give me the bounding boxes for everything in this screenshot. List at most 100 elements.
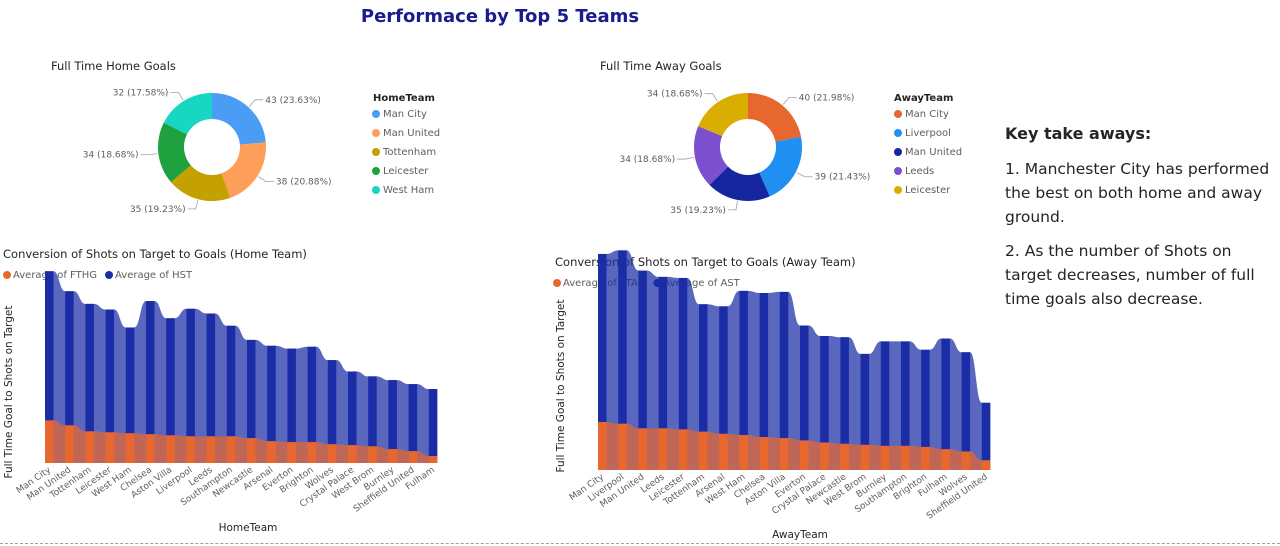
- bar-average-of-ast[interactable]: [820, 335, 829, 443]
- bar-average-of-hst[interactable]: [348, 371, 357, 446]
- bar-average-of-ast[interactable]: [779, 291, 789, 439]
- bar-average-of-hst[interactable]: [105, 309, 115, 433]
- bar-average-of-ftag[interactable]: [618, 423, 627, 470]
- bar-average-of-fthg[interactable]: [186, 436, 195, 463]
- bar-average-of-ast[interactable]: [638, 270, 647, 429]
- home-conversion-area-chart[interactable]: Conversion of Shots on Target to Goals (…: [0, 240, 470, 540]
- bar-average-of-ast[interactable]: [678, 277, 688, 430]
- bar-average-of-ftag[interactable]: [678, 429, 688, 470]
- bar-average-of-ast[interactable]: [618, 250, 627, 424]
- bar-average-of-fthg[interactable]: [206, 436, 216, 463]
- bar-average-of-hst[interactable]: [45, 271, 54, 421]
- bar-average-of-ast[interactable]: [840, 337, 849, 444]
- bar-average-of-ftag[interactable]: [779, 438, 789, 470]
- bar-average-of-ftag[interactable]: [800, 440, 809, 470]
- bar-average-of-ast[interactable]: [981, 402, 991, 461]
- bar-average-of-ftag[interactable]: [719, 433, 728, 470]
- legend-item-leicester[interactable]: Leicester: [905, 185, 951, 196]
- bar-average-of-hst[interactable]: [146, 301, 155, 435]
- area-average-of-fthg[interactable]: [45, 420, 438, 463]
- bar-average-of-ast[interactable]: [901, 341, 910, 446]
- bar-average-of-ftag[interactable]: [921, 446, 930, 470]
- bar-average-of-ast[interactable]: [658, 276, 668, 429]
- legend-item-liverpool[interactable]: Liverpool: [905, 128, 951, 139]
- bar-average-of-ast[interactable]: [739, 290, 748, 435]
- slice-tottenham[interactable]: [170, 165, 231, 201]
- bar-average-of-hst[interactable]: [267, 345, 276, 442]
- bar-average-of-ftag[interactable]: [820, 442, 829, 470]
- bar-average-of-hst[interactable]: [327, 360, 337, 445]
- slice-liverpool[interactable]: [759, 136, 802, 197]
- bar-average-of-ftag[interactable]: [658, 428, 668, 470]
- bar-average-of-ftag[interactable]: [739, 434, 748, 470]
- bar-average-of-fthg[interactable]: [307, 442, 317, 463]
- bar-average-of-fthg[interactable]: [388, 449, 397, 463]
- bar-average-of-fthg[interactable]: [368, 446, 377, 463]
- bar-average-of-hst[interactable]: [125, 327, 135, 434]
- legend-item-leicester[interactable]: Leicester: [383, 166, 429, 177]
- bar-average-of-ftag[interactable]: [759, 437, 769, 470]
- area-average-of-ast[interactable]: [598, 250, 991, 470]
- bar-average-of-fthg[interactable]: [247, 438, 256, 463]
- bar-average-of-hst[interactable]: [307, 346, 317, 443]
- away-conversion-area-chart[interactable]: Conversion of Shots on Target to Goals (…: [550, 248, 1005, 543]
- slice-man-city[interactable]: [212, 93, 266, 145]
- area-average-of-hst[interactable]: [45, 271, 438, 463]
- away-goals-donut-chart[interactable]: Full Time Away Goals 40 (21.98%) 39 (21.4…: [530, 50, 1000, 225]
- bar-average-of-hst[interactable]: [388, 380, 397, 450]
- bar-average-of-fthg[interactable]: [166, 435, 175, 463]
- bar-average-of-ftag[interactable]: [901, 445, 910, 470]
- bar-average-of-ast[interactable]: [598, 253, 607, 422]
- bar-average-of-ftag[interactable]: [638, 428, 647, 470]
- bar-average-of-fthg[interactable]: [226, 436, 236, 463]
- slice-man-city[interactable]: [748, 93, 802, 142]
- bar-average-of-fthg[interactable]: [408, 451, 418, 463]
- slice-leicester[interactable]: [698, 93, 748, 137]
- bar-average-of-hst[interactable]: [65, 291, 74, 426]
- bar-average-of-hst[interactable]: [85, 303, 94, 432]
- bar-average-of-ftag[interactable]: [941, 449, 950, 470]
- legend-item-average-of-ast[interactable]: Average of AST: [663, 278, 740, 289]
- bar-average-of-fthg[interactable]: [45, 420, 54, 463]
- legend-item-west-ham[interactable]: West Ham: [383, 185, 434, 196]
- bar-average-of-ast[interactable]: [880, 341, 890, 446]
- slice-leeds[interactable]: [694, 126, 729, 185]
- bar-average-of-ast[interactable]: [961, 352, 971, 452]
- bar-average-of-ftag[interactable]: [880, 445, 890, 470]
- legend-item-man-united[interactable]: Man United: [383, 128, 440, 139]
- bar-average-of-hst[interactable]: [206, 313, 216, 437]
- area-average-of-ftag[interactable]: [598, 421, 991, 470]
- bar-average-of-ast[interactable]: [699, 304, 708, 432]
- slice-man-united[interactable]: [221, 142, 266, 198]
- bar-average-of-fthg[interactable]: [348, 445, 357, 463]
- bar-average-of-fthg[interactable]: [105, 432, 115, 463]
- bar-average-of-hst[interactable]: [408, 384, 418, 452]
- bar-average-of-ftag[interactable]: [981, 460, 991, 470]
- slice-man-united[interactable]: [709, 166, 770, 202]
- bar-average-of-ftag[interactable]: [860, 444, 870, 470]
- bar-average-of-ast[interactable]: [719, 306, 728, 434]
- bar-average-of-ast[interactable]: [800, 325, 809, 441]
- slice-leicester[interactable]: [158, 122, 191, 183]
- bar-average-of-hst[interactable]: [166, 318, 175, 436]
- bar-average-of-fthg[interactable]: [287, 442, 296, 463]
- bar-average-of-ast[interactable]: [941, 338, 950, 450]
- bar-average-of-ast[interactable]: [921, 349, 930, 447]
- bar-average-of-ftag[interactable]: [699, 431, 708, 470]
- bar-average-of-ftag[interactable]: [840, 443, 849, 470]
- bar-average-of-hst[interactable]: [428, 389, 438, 457]
- legend-item-man-city[interactable]: Man City: [905, 109, 949, 120]
- bar-average-of-hst[interactable]: [287, 348, 296, 443]
- bar-average-of-hst[interactable]: [368, 376, 377, 447]
- bar-average-of-fthg[interactable]: [125, 433, 135, 463]
- home-goals-donut-chart[interactable]: Full Time Home Goals 43 (23.63%) 38 (20.8…: [0, 50, 500, 225]
- bar-average-of-fthg[interactable]: [327, 444, 337, 463]
- bar-average-of-fthg[interactable]: [85, 431, 94, 463]
- bar-average-of-hst[interactable]: [186, 308, 195, 437]
- legend-item-man-united[interactable]: Man United: [905, 147, 962, 158]
- bar-average-of-fthg[interactable]: [65, 425, 74, 463]
- legend-item-average-of-hst[interactable]: Average of HST: [115, 270, 193, 281]
- bar-average-of-fthg[interactable]: [267, 441, 276, 463]
- bar-average-of-hst[interactable]: [247, 339, 256, 439]
- legend-item-man-city[interactable]: Man City: [383, 109, 427, 120]
